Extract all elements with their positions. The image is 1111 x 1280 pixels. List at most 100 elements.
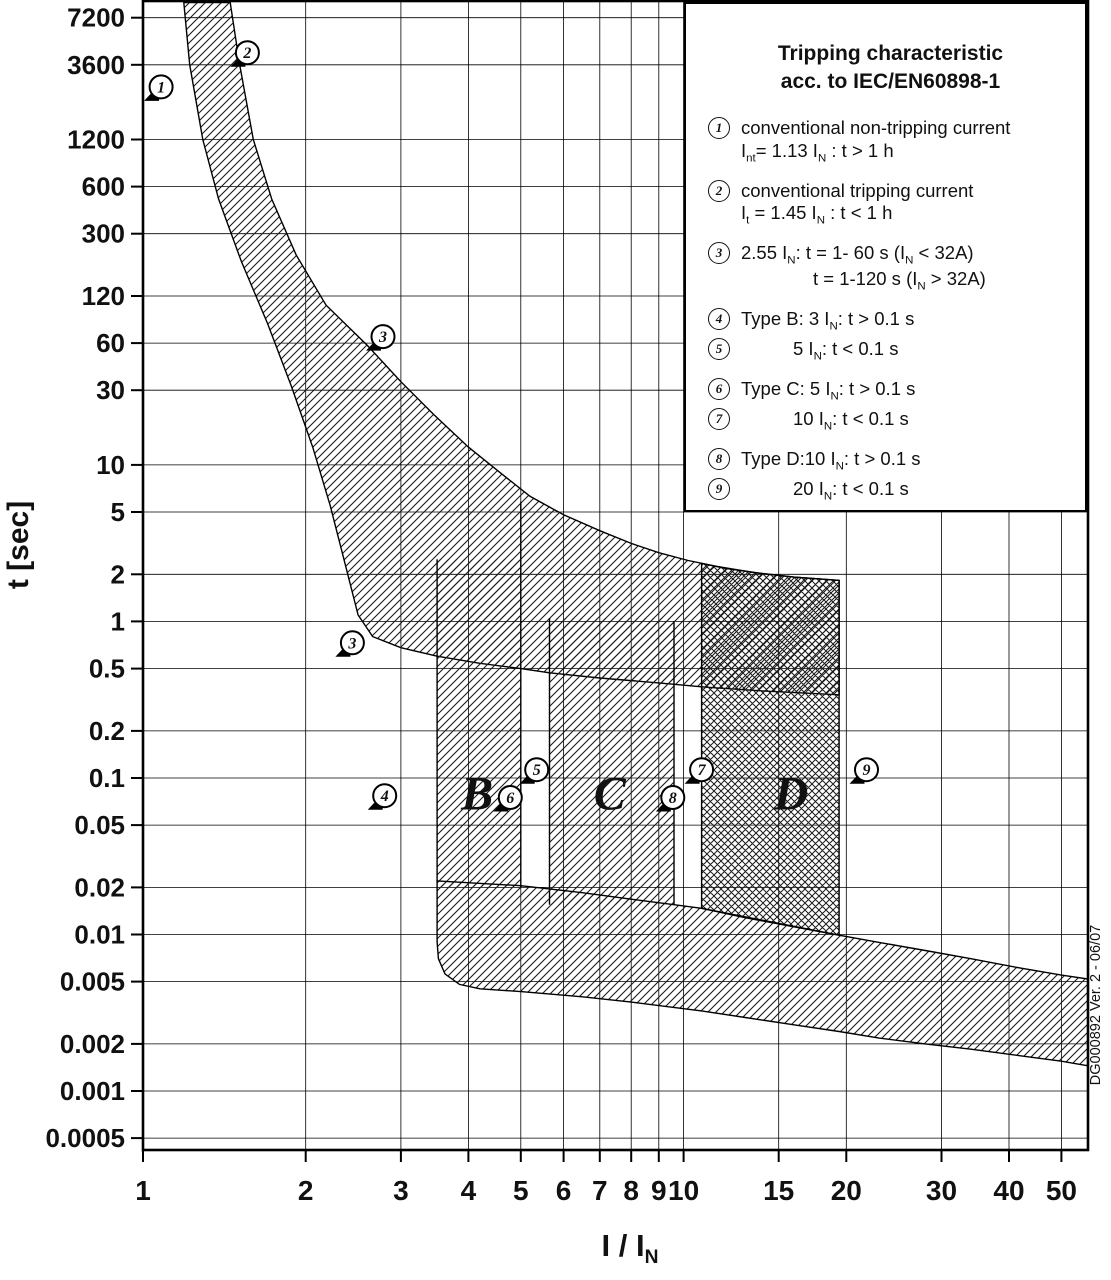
curve-marker-6: 6 (493, 785, 523, 812)
x-tick-label: 20 (831, 1175, 862, 1206)
legend-items: 1 conventional non-tripping current Int= 1… (708, 116, 1073, 504)
y-tick-label: 0.1 (89, 763, 125, 793)
marker-number: 7 (698, 762, 707, 779)
x-tick-label: 5 (513, 1175, 529, 1206)
marker-circle (689, 757, 715, 783)
region-label-B: B (460, 767, 493, 820)
curve-marker-2: 2 (230, 40, 260, 67)
y-tick-label: 120 (82, 281, 125, 311)
legend-item-2: 2 conventional tripping current It = 1.45 … (708, 179, 1073, 229)
y-tick-label: 1 (111, 606, 125, 636)
x-tick-label: 40 (993, 1175, 1024, 1206)
legend-item-1: 1 conventional non-tripping current Int= 1… (708, 116, 1073, 166)
type-c-band (549, 618, 674, 905)
y-tick-label: 3600 (67, 50, 125, 80)
legend-item-number: 2 (708, 179, 730, 202)
marker-circle (372, 783, 398, 809)
curve-marker-8: 8 (655, 785, 686, 812)
y-tick-label: 10 (96, 450, 125, 480)
legend-item-text: conventional tripping current It = 1.45 I… (741, 179, 974, 228)
x-tick-label: 50 (1046, 1175, 1077, 1206)
axis-ticks-and-labels: 7200360012006003001206030105210.50.20.10… (45, 3, 1077, 1206)
legend-item-text: Type B: 3 IN: t > 0.1 s (741, 308, 915, 333)
y-tick-label: 0.2 (89, 716, 125, 746)
legend-item-5: 5 5 IN: t < 0.1 s (708, 338, 1073, 364)
y-tick-label: 0.0005 (45, 1123, 125, 1153)
marker-circle (524, 757, 550, 783)
marker-number: 1 (157, 79, 165, 96)
legend-item-number: 7 (708, 407, 730, 430)
y-tick-label: 600 (82, 172, 125, 202)
x-axis-title: I / IN (601, 1228, 659, 1269)
curve-marker-5: 5 (519, 757, 550, 784)
region-label-D: D (773, 767, 809, 820)
plot-border (141, 0, 1090, 1152)
y-tick-label: 0.001 (60, 1076, 125, 1106)
curve-marker-3: 3 (366, 324, 396, 351)
marker-number: 2 (242, 45, 251, 62)
legend-item-6: 6 Type C: 5 IN: t > 0.1 s (708, 378, 1073, 404)
marker-number: 9 (863, 762, 871, 779)
legend-item-number: 6 (708, 378, 730, 400)
marker-circle (660, 785, 686, 810)
legend-item-8: 8 Type D:10 IN: t > 0.1 s (708, 447, 1073, 474)
x-tick-label: 1 (135, 1175, 151, 1206)
y-tick-label: 1200 (67, 125, 125, 155)
marker-number: 5 (533, 762, 541, 779)
legend-item-number: 8 (708, 447, 730, 470)
marker-circle (234, 40, 260, 66)
legend-item-number: 1 (708, 116, 730, 139)
legend-item-text: conventional non-tripping current Int= 1.… (741, 116, 1011, 165)
marker-circle (854, 757, 879, 783)
legend-item-number: 3 (708, 242, 730, 265)
legend-item-number: 4 (708, 308, 730, 331)
legend-item-text: Type D:10 IN: t > 0.1 s (741, 447, 921, 473)
curve-marker-9: 9 (849, 757, 879, 784)
marker-number: 3 (378, 329, 387, 346)
x-tick-label: 7 (592, 1175, 608, 1206)
marker-number: 3 (347, 635, 356, 652)
y-tick-label: 0.05 (74, 810, 125, 840)
x-tick-label: 4 (461, 1175, 477, 1206)
document-watermark: DG000892 Ver. 2 - 06/07 (1088, 925, 1104, 1085)
x-tick-label: 10 (668, 1175, 699, 1206)
marker-circle (148, 74, 174, 100)
y-tick-label: 2 (111, 559, 125, 589)
x-tick-label: 15 (763, 1175, 794, 1206)
curve-marker-7: 7 (684, 757, 715, 784)
legend-title-line1: Tripping characteristic (777, 42, 1004, 65)
curve-marker-3: 3 (335, 630, 365, 657)
y-tick-label: 30 (96, 375, 125, 405)
legend-item-text: 20 IN: t < 0.1 s (793, 477, 909, 503)
y-tick-label: 60 (96, 328, 125, 358)
y-axis-title: t [sec] (2, 501, 35, 589)
type-b-band (437, 559, 521, 888)
y-tick-label: 0.002 (60, 1029, 125, 1059)
legend-item-3: 3 2.55 IN: t = 1- 60 s (IN < 32A) t = 1-12… (708, 242, 1073, 294)
legend-item-number: 9 (708, 477, 730, 500)
legend-item-text: 5 IN: t < 0.1 s (793, 338, 899, 363)
y-tick-label: 300 (82, 219, 125, 249)
region-label-C: C (594, 767, 627, 820)
marker-circle (370, 324, 396, 350)
legend-item-text: 2.55 IN: t = 1- 60 s (IN < 32A) t = 1-120… (741, 242, 986, 293)
legend-item-7: 7 10 IN: t < 0.1 s (708, 407, 1073, 434)
type-d-band (700, 562, 840, 937)
marker-number: 6 (506, 790, 514, 807)
legend-item-text: Type C: 5 IN: t > 0.1 s (741, 378, 916, 403)
x-tick-label: 9 (651, 1175, 667, 1206)
marker-circle (339, 630, 365, 656)
x-tick-label: 30 (926, 1175, 957, 1206)
legend-item-number: 5 (708, 338, 730, 361)
y-tick-label: 0.02 (74, 872, 125, 902)
legend-box: Tripping characteristic acc. to IEC/EN60… (684, 2, 1087, 512)
y-tick-label: 5 (111, 497, 125, 527)
x-tick-label: 8 (623, 1175, 639, 1206)
legend-item-4: 4 Type B: 3 IN: t > 0.1 s (708, 308, 1073, 334)
x-tick-label: 6 (556, 1175, 572, 1206)
legend-item-text: 10 IN: t < 0.1 s (793, 407, 909, 433)
legend-title-line2: acc. to IEC/EN60898-1 (780, 70, 1001, 94)
x-tick-label: 2 (298, 1175, 314, 1206)
curve-marker-4: 4 (367, 783, 398, 810)
y-tick-label: 0.5 (89, 654, 125, 684)
